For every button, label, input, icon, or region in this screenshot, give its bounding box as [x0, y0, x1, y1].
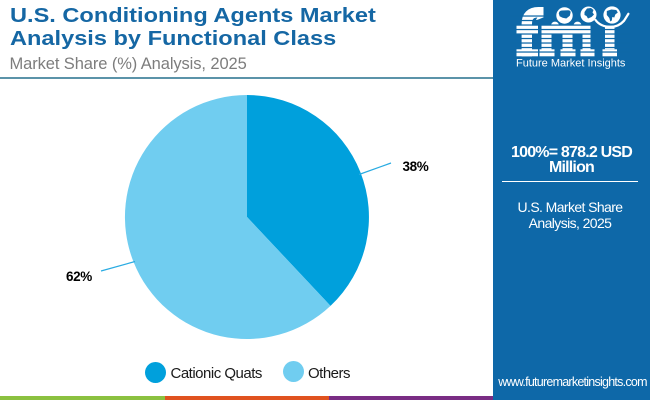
svg-text:Future Market Insights: Future Market Insights	[516, 58, 626, 70]
